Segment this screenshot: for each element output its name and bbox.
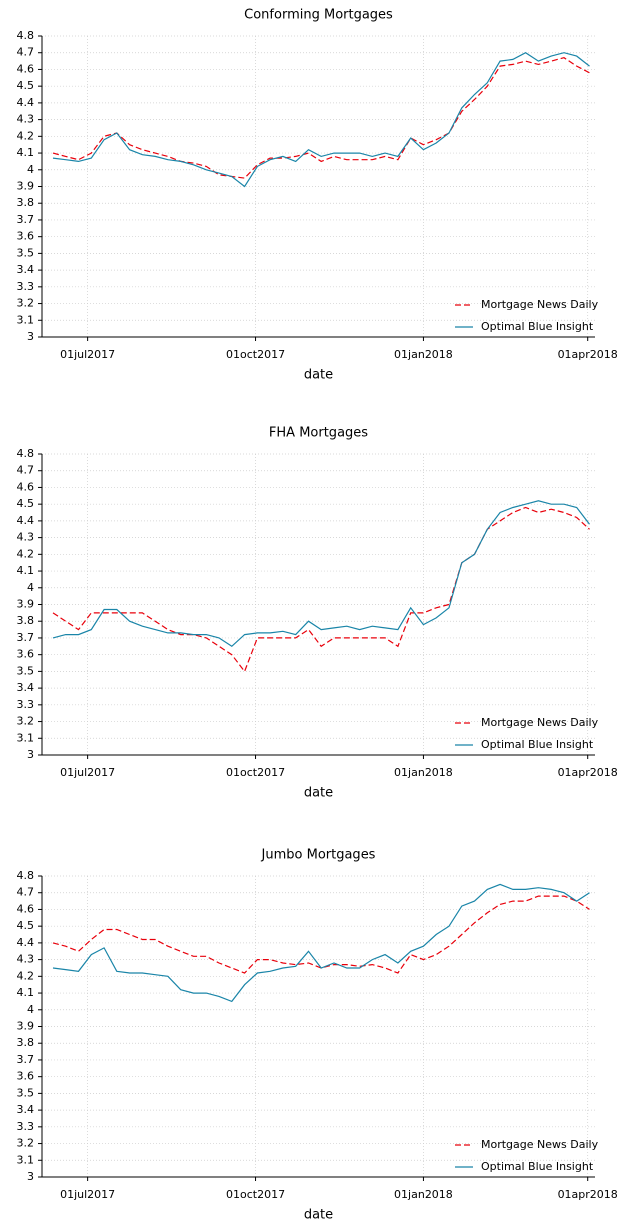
y-tick-label: 4.5	[17, 919, 35, 932]
y-tick-label: 4.1	[17, 986, 35, 999]
x-axis-label: date	[304, 1208, 333, 1223]
y-tick-label: 4.7	[17, 46, 35, 59]
series-line	[52, 57, 590, 179]
x-axis-label: date	[304, 786, 333, 801]
x-tick-label: 01apr2018	[558, 766, 618, 779]
legend-label: Optimal Blue Insight	[481, 1160, 594, 1173]
y-tick-label: 3	[27, 748, 34, 761]
x-tick-label: 01jul2017	[60, 348, 115, 361]
legend-label: Mortgage News Daily	[481, 1138, 599, 1151]
y-tick-label: 3.6	[17, 1070, 35, 1083]
y-tick-label: 3.2	[17, 715, 35, 728]
y-tick-label: 4.1	[17, 146, 35, 159]
y-tick-label: 4.4	[17, 96, 35, 109]
series-line	[52, 52, 590, 188]
x-axis-label: date	[304, 368, 333, 383]
chart-title: Conforming Mortgages	[244, 8, 393, 23]
y-tick-label: 3.2	[17, 1137, 35, 1150]
y-tick-label: 3.9	[17, 180, 35, 193]
x-tick-label: 01jan2018	[394, 1188, 453, 1201]
y-tick-label: 3.5	[17, 246, 35, 259]
y-tick-label: 4.7	[17, 886, 35, 899]
y-tick-label: 4.6	[17, 62, 35, 75]
legend-label: Mortgage News Daily	[481, 298, 599, 311]
series-line	[52, 500, 590, 648]
y-tick-label: 3.6	[17, 648, 35, 661]
y-tick-label: 4.2	[17, 547, 35, 560]
y-tick-label: 4.1	[17, 564, 35, 577]
y-tick-label: 4.5	[17, 79, 35, 92]
legend-label: Optimal Blue Insight	[481, 320, 594, 333]
y-tick-label: 3	[27, 330, 34, 343]
y-tick-label: 3.2	[17, 297, 35, 310]
y-tick-label: 3.7	[17, 631, 35, 644]
y-tick-label: 4.4	[17, 514, 35, 527]
x-tick-label: 01oct2017	[226, 1188, 285, 1201]
y-tick-label: 4.6	[17, 480, 35, 493]
y-tick-label: 4.3	[17, 953, 35, 966]
y-tick-label: 4.7	[17, 464, 35, 477]
y-tick-label: 4.6	[17, 902, 35, 915]
y-tick-label: 3.7	[17, 213, 35, 226]
x-tick-label: 01jul2017	[60, 766, 115, 779]
y-tick-label: 3.9	[17, 598, 35, 611]
x-tick-label: 01apr2018	[558, 1188, 618, 1201]
y-tick-label: 4	[27, 1003, 34, 1016]
y-tick-label: 4.8	[17, 447, 35, 460]
y-tick-label: 3.3	[17, 698, 35, 711]
y-tick-label: 3.8	[17, 614, 35, 627]
y-tick-label: 3.4	[17, 1103, 35, 1116]
y-tick-label: 4.2	[17, 129, 35, 142]
y-tick-label: 3	[27, 1170, 34, 1183]
y-tick-label: 3.6	[17, 230, 35, 243]
chart-title: Jumbo Mortgages	[261, 848, 376, 863]
chart-title: FHA Mortgages	[269, 426, 368, 441]
x-tick-label: 01jan2018	[394, 348, 453, 361]
legend-label: Mortgage News Daily	[481, 716, 599, 729]
y-tick-label: 4.3	[17, 531, 35, 544]
y-tick-label: 3.4	[17, 263, 35, 276]
y-tick-label: 3.7	[17, 1053, 35, 1066]
series-line	[52, 883, 590, 1003]
y-tick-label: 3.9	[17, 1020, 35, 1033]
legend-label: Optimal Blue Insight	[481, 738, 594, 751]
y-tick-label: 4.8	[17, 29, 35, 42]
y-tick-label: 3.1	[17, 1153, 35, 1166]
y-tick-label: 3.1	[17, 313, 35, 326]
x-tick-label: 01jul2017	[60, 1188, 115, 1201]
y-tick-label: 3.3	[17, 280, 35, 293]
y-tick-label: 3.3	[17, 1120, 35, 1133]
y-tick-label: 4	[27, 581, 34, 594]
x-tick-label: 01oct2017	[226, 766, 285, 779]
series-line	[52, 895, 590, 974]
y-tick-label: 3.8	[17, 196, 35, 209]
series-line	[52, 506, 590, 673]
y-tick-label: 3.4	[17, 681, 35, 694]
y-tick-label: 3.8	[17, 1036, 35, 1049]
y-tick-label: 4.8	[17, 869, 35, 882]
y-tick-label: 3.5	[17, 1086, 35, 1099]
y-tick-label: 3.1	[17, 731, 35, 744]
y-tick-label: 4	[27, 163, 34, 176]
x-tick-label: 01jan2018	[394, 766, 453, 779]
x-tick-label: 01apr2018	[558, 348, 618, 361]
y-tick-label: 4.3	[17, 113, 35, 126]
y-tick-label: 4.5	[17, 497, 35, 510]
y-tick-label: 4.2	[17, 969, 35, 982]
x-tick-label: 01oct2017	[226, 348, 285, 361]
y-tick-label: 4.4	[17, 936, 35, 949]
y-tick-label: 3.5	[17, 664, 35, 677]
